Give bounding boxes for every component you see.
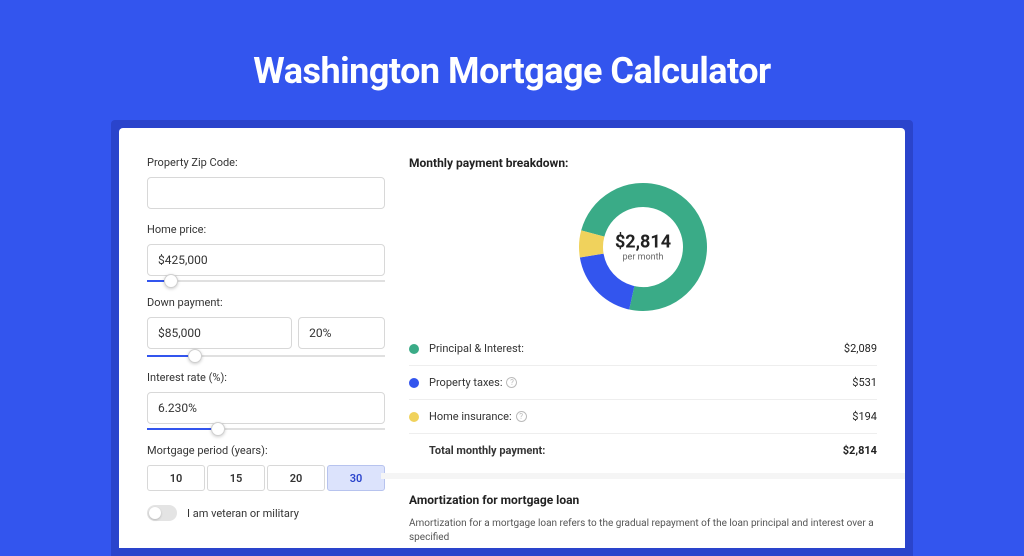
amortization-title: Amortization for mortgage loan [409, 493, 877, 507]
legend-label: Principal & Interest: [429, 342, 844, 355]
legend-dot [409, 344, 419, 354]
donut-amount: $2,814 [615, 232, 671, 253]
legend-dot [409, 378, 419, 388]
period-btn-20[interactable]: 20 [267, 465, 325, 491]
legend-row-0: Principal & Interest:$2,089 [409, 332, 877, 365]
donut-center: $2,814 per month [615, 232, 671, 263]
legend-row-2: Home insurance:?$194 [409, 399, 877, 433]
period-btn-30[interactable]: 30 [327, 465, 385, 491]
legend-dot [409, 412, 419, 422]
down-payment-slider-thumb[interactable] [188, 349, 202, 363]
donut-chart: $2,814 per month [578, 182, 708, 312]
page-root: Washington Mortgage Calculator Property … [0, 0, 1024, 512]
period-label: Mortgage period (years): [147, 444, 385, 457]
zip-label: Property Zip Code: [147, 156, 385, 169]
breakdown-panel: Monthly payment breakdown: $2,814 per mo… [409, 156, 877, 548]
legend-total-value: $2,814 [843, 444, 877, 457]
legend-label: Home insurance:? [429, 410, 852, 423]
amortization-section: Amortization for mortgage loan Amortizat… [381, 473, 905, 545]
down-payment-label: Down payment: [147, 296, 385, 309]
amortization-text: Amortization for a mortgage loan refers … [409, 517, 877, 545]
legend-value: $531 [852, 376, 877, 389]
period-btn-10[interactable]: 10 [147, 465, 205, 491]
card-wrap: Property Zip Code: Home price: Down paym… [111, 120, 913, 556]
period-field: Mortgage period (years): 10152030 [147, 444, 385, 491]
veteran-label: I am veteran or military [187, 507, 299, 520]
home-price-field: Home price: [147, 223, 385, 282]
down-payment-pct-input[interactable] [298, 317, 385, 349]
legend-total-row: Total monthly payment:$2,814 [409, 433, 877, 467]
legend: Principal & Interest:$2,089Property taxe… [409, 332, 877, 467]
legend-value: $194 [852, 410, 877, 423]
zip-field: Property Zip Code: [147, 156, 385, 209]
calculator-card: Property Zip Code: Home price: Down paym… [119, 128, 905, 548]
form-panel: Property Zip Code: Home price: Down paym… [147, 156, 385, 548]
interest-rate-label: Interest rate (%): [147, 371, 385, 384]
interest-rate-slider-thumb[interactable] [211, 422, 225, 436]
down-payment-slider[interactable] [147, 355, 385, 357]
legend-label: Property taxes:? [429, 376, 852, 389]
donut-chart-area: $2,814 per month [409, 182, 877, 312]
zip-input[interactable] [147, 177, 385, 209]
legend-total-label: Total monthly payment: [429, 444, 843, 457]
interest-rate-slider[interactable] [147, 428, 385, 430]
legend-value: $2,089 [844, 342, 877, 355]
donut-sub: per month [615, 253, 671, 263]
legend-row-1: Property taxes:?$531 [409, 365, 877, 399]
down-payment-row [147, 317, 385, 351]
home-price-input[interactable] [147, 244, 385, 276]
info-icon[interactable]: ? [516, 411, 527, 422]
home-price-slider-thumb[interactable] [164, 274, 178, 288]
interest-rate-field: Interest rate (%): [147, 371, 385, 430]
period-buttons: 10152030 [147, 465, 385, 491]
veteran-toggle[interactable] [147, 505, 177, 521]
interest-rate-slider-fill [147, 428, 218, 430]
info-icon[interactable]: ? [506, 377, 517, 388]
page-title: Washington Mortgage Calculator [253, 50, 770, 92]
breakdown-title: Monthly payment breakdown: [409, 156, 877, 170]
period-btn-15[interactable]: 15 [207, 465, 265, 491]
veteran-toggle-knob [149, 507, 161, 519]
veteran-row: I am veteran or military [147, 505, 385, 521]
down-payment-field: Down payment: [147, 296, 385, 357]
home-price-slider[interactable] [147, 280, 385, 282]
interest-rate-input[interactable] [147, 392, 385, 424]
down-payment-amount-input[interactable] [147, 317, 292, 349]
home-price-label: Home price: [147, 223, 385, 236]
